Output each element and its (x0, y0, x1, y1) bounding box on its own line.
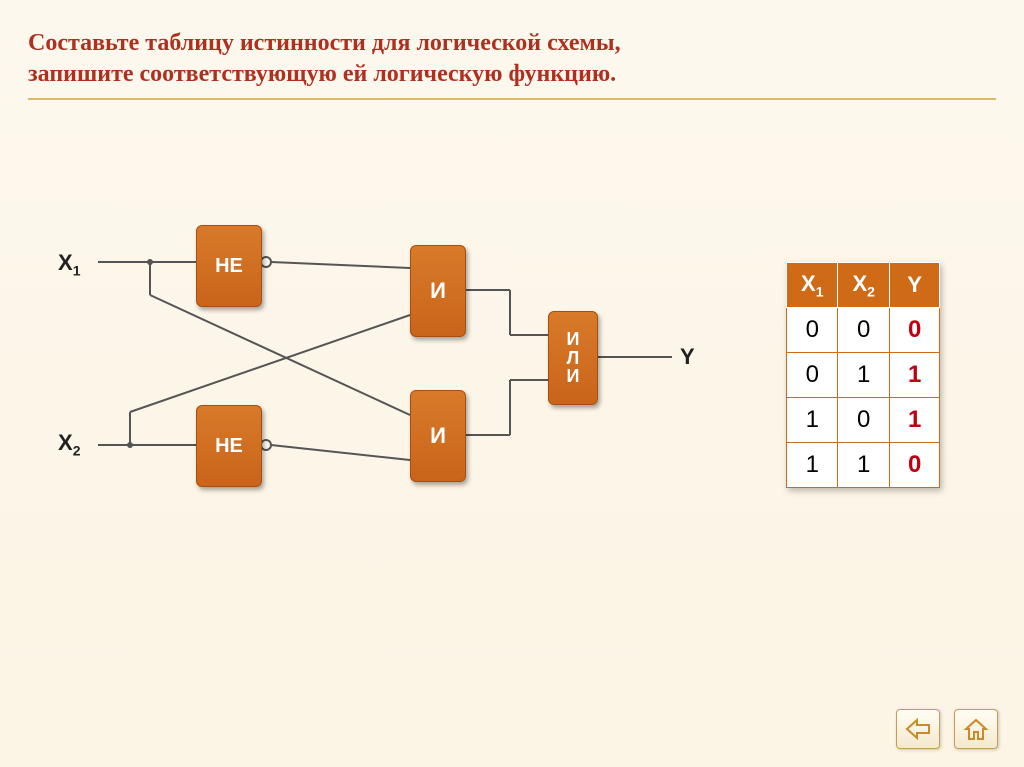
gate-or: ИЛИ (548, 311, 598, 405)
table-row: 0 1 1 (787, 353, 940, 398)
home-icon (962, 717, 990, 741)
cell-y: 0 (889, 443, 939, 488)
gate-and-2-label: И (430, 423, 446, 449)
cell-x1: 1 (787, 398, 838, 443)
th-x2: X2 (838, 263, 889, 308)
cell-x2: 0 (838, 398, 889, 443)
gate-not-1: НЕ (196, 225, 262, 307)
gate-not-2-label: НЕ (215, 435, 243, 458)
truth-table-header-row: X1 X2 Y (787, 263, 940, 308)
table-row: 1 0 1 (787, 398, 940, 443)
cell-x2: 1 (838, 443, 889, 488)
cell-x2: 0 (838, 308, 889, 353)
th-x1: X1 (787, 263, 838, 308)
cell-y: 1 (889, 353, 939, 398)
th-y: Y (889, 263, 939, 308)
gate-and-1: И (410, 245, 466, 337)
gate-not-1-label: НЕ (215, 255, 243, 278)
gate-and-2: И (410, 390, 466, 482)
gate-and-1-label: И (430, 278, 446, 304)
gate-or-label: ИЛИ (567, 330, 580, 387)
input-x2-label: X2 (58, 430, 80, 458)
back-arrow-icon (905, 718, 931, 740)
back-button[interactable] (896, 709, 940, 749)
cell-x1: 0 (787, 353, 838, 398)
truth-table-body: 0 0 0 0 1 1 1 0 1 1 1 0 (787, 308, 940, 488)
nav-icons (896, 709, 998, 749)
cell-x2: 1 (838, 353, 889, 398)
home-button[interactable] (954, 709, 998, 749)
cell-y: 0 (889, 308, 939, 353)
cell-x1: 1 (787, 443, 838, 488)
cell-y: 1 (889, 398, 939, 443)
truth-table: X1 X2 Y 0 0 0 0 1 1 1 0 1 1 1 0 (786, 262, 940, 488)
output-y-label: Y (680, 344, 695, 370)
table-row: 0 0 0 (787, 308, 940, 353)
table-row: 1 1 0 (787, 443, 940, 488)
cell-x1: 0 (787, 308, 838, 353)
gate-not-2: НЕ (196, 405, 262, 487)
input-x1-label: X1 (58, 250, 80, 278)
